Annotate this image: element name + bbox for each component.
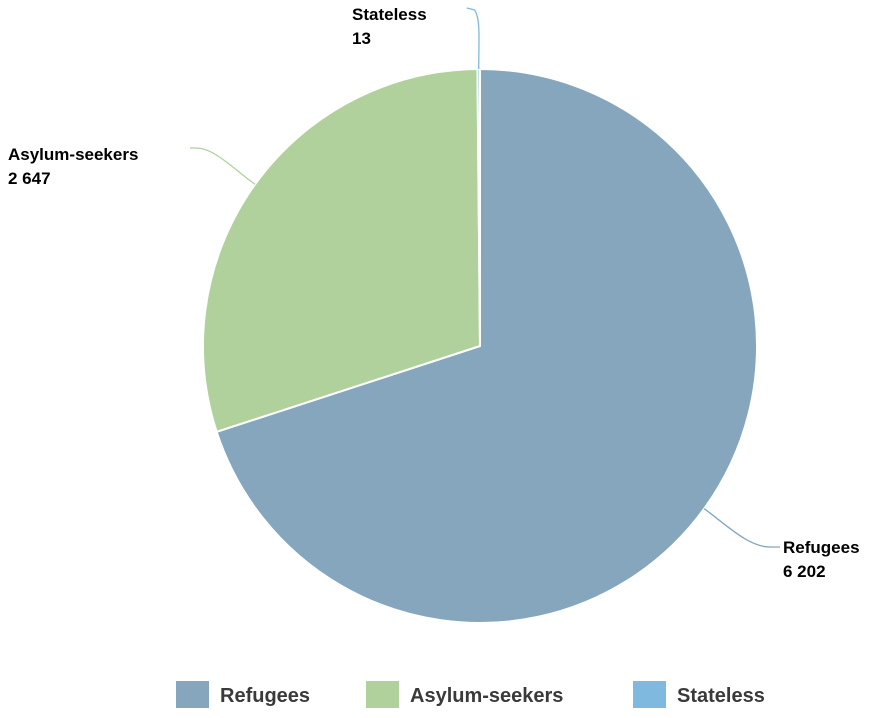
legend-label-stateless: Stateless xyxy=(677,685,765,707)
legend-item-asylum-seekers[interactable]: Asylum-seekers xyxy=(366,681,563,708)
legend[interactable]: Refugees Asylum-seekers Stateless xyxy=(176,681,765,708)
legend-label-refugees: Refugees xyxy=(220,685,310,707)
pie-slice-stateless[interactable] xyxy=(476,68,481,347)
slices-layer xyxy=(202,68,758,624)
pie-slice-refugees[interactable] xyxy=(215,68,758,624)
leader-line-stateless xyxy=(466,7,480,70)
slice-label-value-stateless: 13 xyxy=(352,29,371,48)
legend-label-asylum-seekers: Asylum-seekers xyxy=(410,685,563,707)
slice-label-name-stateless: Stateless xyxy=(352,5,427,24)
leader-line-refugees xyxy=(703,508,780,548)
legend-swatch-refugees xyxy=(176,681,209,708)
slice-label-value-refugees: 6 202 xyxy=(783,562,826,581)
legend-swatch-stateless xyxy=(633,681,666,708)
slice-label-name-refugees: Refugees xyxy=(783,538,860,557)
legend-swatch-asylum-seekers xyxy=(366,681,399,708)
slice-label-name-asylum-seekers: Asylum-seekers xyxy=(8,145,138,164)
labels-layer: Refugees 6 202 Asylum-seekers 2 647 Stateles… xyxy=(8,5,860,581)
leader-lines-layer xyxy=(190,7,780,548)
leader-line-asylum-seekers xyxy=(190,147,256,185)
legend-item-refugees[interactable]: Refugees xyxy=(176,681,310,708)
slice-label-value-asylum-seekers: 2 647 xyxy=(8,169,51,188)
legend-item-stateless[interactable]: Stateless xyxy=(633,681,765,708)
